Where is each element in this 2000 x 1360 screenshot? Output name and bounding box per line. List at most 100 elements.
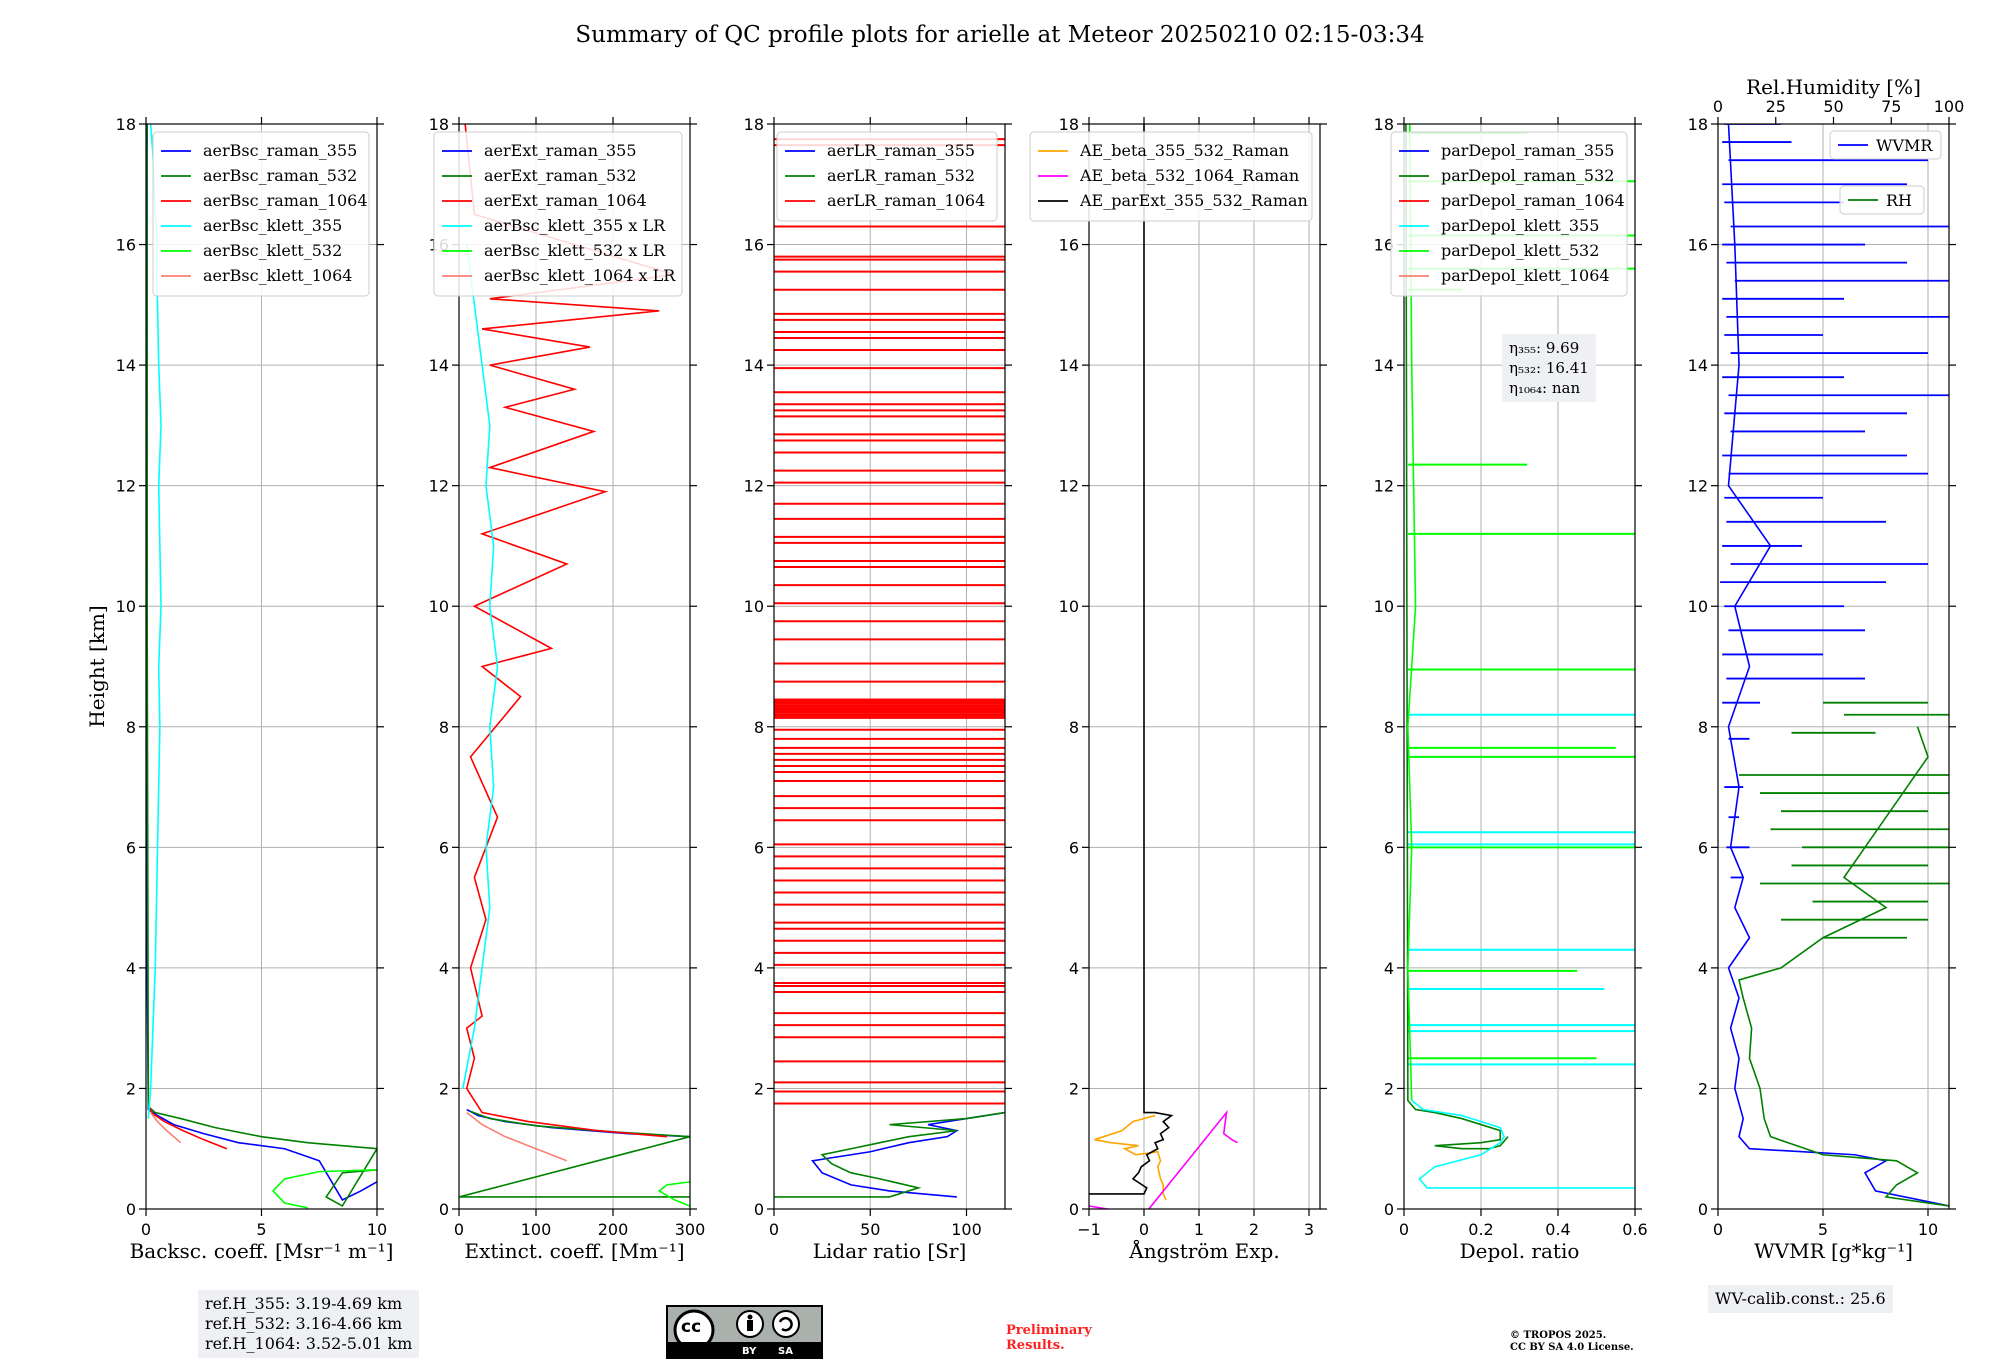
ref-height-355: ref.H_355: 3.19-4.69 km xyxy=(205,1294,403,1313)
panel-extinction: 0100200300024681012141618Extinct. coeff.… xyxy=(429,115,706,1263)
x-tick-label: 10 xyxy=(1918,1220,1938,1239)
y-tick-label: 6 xyxy=(1698,838,1708,857)
cc-by-sa-logo: cc BY SA xyxy=(666,1305,823,1359)
legend-label: aerExt_raman_355 xyxy=(484,141,637,160)
x-tick-label: 0 xyxy=(141,1220,151,1239)
series-parDepol_klett_355 xyxy=(1411,1099,1635,1189)
legend-box xyxy=(1029,131,1313,222)
legend-label: parDepol_klett_355 xyxy=(1441,216,1599,235)
top-tick-label: 0 xyxy=(1713,97,1723,116)
y-tick-label: 14 xyxy=(1688,356,1708,375)
panel-backscatter: 0 5 10 0 2 4 6 8 10 12 14 16 18 Backsc. coeff. [Msr⁻¹… xyxy=(116,115,394,1263)
series-aerLR_raman_532 xyxy=(774,1111,1005,1198)
y-tick-label: 8 xyxy=(754,718,764,737)
y-tick-label: 4 xyxy=(126,959,136,978)
legend-label: aerBsc_klett_532 xyxy=(203,241,342,260)
y-tick-label: 8 xyxy=(1069,718,1079,737)
y-tick-label: 8 xyxy=(126,718,136,737)
legend-box xyxy=(433,131,683,297)
y-tick-label: 12 xyxy=(429,477,449,496)
y-tick-label: 12 xyxy=(1688,477,1708,496)
y-tick-label: 10 xyxy=(1059,597,1079,616)
legend-label: aerBsc_klett_1064 xyxy=(203,266,352,285)
panel-lidar_ratio: 0 50 100 0 2 4 6 8 10 12 14 16 18 Lidar ratio [Sr] aer… xyxy=(744,115,1012,1263)
license-line-2: CC BY SA 4.0 License. xyxy=(1510,1342,1634,1353)
legend-label: AE_beta_532_1064_Raman xyxy=(1079,166,1299,185)
y-tick-label: 8 xyxy=(1384,718,1394,737)
legend-label: aerExt_raman_1064 xyxy=(484,191,647,210)
axes-frame xyxy=(1403,123,1636,1210)
y-tick-label: 14 xyxy=(116,356,136,375)
y-tick-label: 4 xyxy=(1384,959,1394,978)
top-axis-label: Rel.Humidity [%] xyxy=(1746,75,1921,99)
y-tick-label: 10 xyxy=(1688,597,1708,616)
y-tick-label: 2 xyxy=(126,1079,136,1098)
y-tick-label: 0 xyxy=(1698,1200,1708,1219)
x-tick-label: 50 xyxy=(860,1220,880,1239)
legend-label: RH xyxy=(1886,191,1912,210)
cc-by-label: BY xyxy=(742,1346,757,1357)
y-tick-label: 2 xyxy=(1384,1079,1394,1098)
cc-logo-graphic xyxy=(673,1309,800,1351)
x-tick-label: 200 xyxy=(598,1220,629,1239)
cc-text: cc xyxy=(681,1317,702,1337)
y-tick-label: 2 xyxy=(754,1079,764,1098)
legend-lidar_ratio: aerLR_raman_355 aerLR_raman_532 aerLR_rama… xyxy=(776,131,998,222)
x-tick-label: 5 xyxy=(1818,1220,1828,1239)
y-tick-label: 0 xyxy=(1069,1200,1079,1219)
x-tick-label: 3 xyxy=(1304,1220,1314,1239)
legend-label: AE_beta_355_532_Raman xyxy=(1079,141,1289,160)
y-tick-label: 4 xyxy=(754,959,764,978)
legend-label: aerBsc_raman_1064 xyxy=(203,191,368,210)
y-tick-label: 4 xyxy=(1069,959,1079,978)
y-tick-label: 6 xyxy=(126,838,136,857)
y-tick-label: 2 xyxy=(1069,1079,1079,1098)
ref-height-532: ref.H_532: 3.16-4.66 km xyxy=(205,1314,403,1333)
panel-depol: 0 0.2 0.4 0.6 0 2 4 6 8 10 12 14 16 18 Depol. ratio par… xyxy=(1374,115,1648,1263)
legend-box xyxy=(152,131,370,297)
y-tick-label: 14 xyxy=(1374,356,1394,375)
preliminary-line-2: Results. xyxy=(1006,1338,1065,1353)
legend-label: aerExt_raman_532 xyxy=(484,166,637,185)
y-tick-label: 10 xyxy=(429,597,449,616)
x-tick-label: 0 xyxy=(769,1220,779,1239)
wv-calib-text: WV-calib.const.: 25.6 xyxy=(1715,1289,1886,1308)
cc-sa-label: SA xyxy=(778,1346,793,1357)
x-tick-label: 300 xyxy=(675,1220,706,1239)
legend-label: parDepol_raman_532 xyxy=(1441,166,1614,185)
x-axis-label: Depol. ratio xyxy=(1460,1239,1580,1263)
series-AE_beta_355_532_Raman xyxy=(1094,1114,1167,1201)
y-tick-label: 10 xyxy=(744,597,764,616)
y-tick-label: 18 xyxy=(116,115,136,134)
series-parDepol_raman_532 xyxy=(1405,124,1509,1150)
preliminary-note: Preliminary Results. xyxy=(1006,1323,1092,1353)
y-tick-label: 6 xyxy=(439,838,449,857)
x-axis-label: Ångström Exp. xyxy=(1128,1238,1279,1263)
y-tick-label: 8 xyxy=(1698,718,1708,737)
ref-height-1064: ref.H_1064: 3.52-5.01 km xyxy=(205,1334,413,1353)
series-aerBsc_klett_355 x LR xyxy=(462,244,499,1089)
series-aerLR_raman_355 xyxy=(811,1111,1005,1198)
y-tick-label: 12 xyxy=(1374,477,1394,496)
x-tick-label: 0 xyxy=(1713,1220,1723,1239)
series-aerExt_raman_1064 xyxy=(464,124,675,1138)
x-axis-label: Backsc. coeff. [Msr⁻¹ m⁻¹] xyxy=(130,1239,394,1263)
series-aerBsc_raman_1064 xyxy=(147,1106,228,1150)
x-tick-label: −1 xyxy=(1077,1220,1101,1239)
legend-label: parDepol_klett_532 xyxy=(1441,241,1599,260)
legend-label: AE_parExt_355_532_Raman xyxy=(1079,191,1308,210)
y-axis-label: Height [km] xyxy=(85,605,109,727)
x-tick-label: 1 xyxy=(1194,1220,1204,1239)
legend-label: parDepol_raman_355 xyxy=(1441,141,1614,160)
x-tick-label: 2 xyxy=(1249,1220,1259,1239)
series-AE_beta_532_1064_Raman xyxy=(1089,1109,1238,1209)
legend-box xyxy=(1839,185,1925,215)
legend-label: aerBsc_klett_355 x LR xyxy=(484,216,666,235)
y-tick-label: 16 xyxy=(116,236,136,255)
x-axis-label: Lidar ratio [Sr] xyxy=(813,1239,967,1263)
sa-share-icon xyxy=(772,1310,800,1338)
y-tick-label: 14 xyxy=(1059,356,1079,375)
y-tick-label: 0 xyxy=(126,1200,136,1219)
